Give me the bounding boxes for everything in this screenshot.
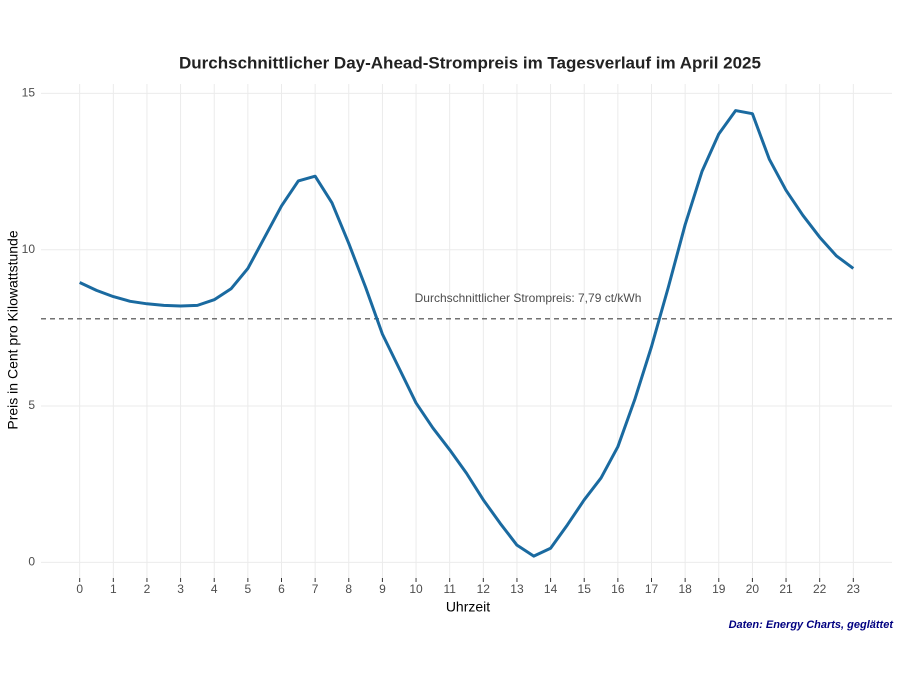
y-tick-label: 15 bbox=[22, 86, 36, 100]
x-tick-label: 7 bbox=[312, 582, 319, 596]
x-tick-label: 1 bbox=[110, 582, 117, 596]
x-tick-label: 23 bbox=[847, 582, 861, 596]
x-tick-label: 18 bbox=[678, 582, 692, 596]
y-tick-label: 0 bbox=[28, 555, 35, 569]
reference-label: Durchschnittlicher Strompreis: 7,79 ct/k… bbox=[415, 291, 642, 305]
x-tick-label: 9 bbox=[379, 582, 386, 596]
x-tick-label: 6 bbox=[278, 582, 285, 596]
x-tick-label: 19 bbox=[712, 582, 726, 596]
x-tick-label: 4 bbox=[211, 582, 218, 596]
y-axis-label: Preis in Cent pro Kilowattstunde bbox=[5, 230, 21, 429]
y-tick-label: 10 bbox=[22, 242, 36, 256]
x-tick-label: 11 bbox=[443, 582, 456, 596]
x-tick-label: 2 bbox=[144, 582, 151, 596]
x-tick-label: 12 bbox=[477, 582, 491, 596]
x-tick-label: 0 bbox=[76, 582, 83, 596]
x-tick-label: 20 bbox=[746, 582, 760, 596]
x-tick-label: 5 bbox=[245, 582, 252, 596]
x-tick-label: 15 bbox=[578, 582, 592, 596]
x-tick-label: 16 bbox=[611, 582, 625, 596]
x-tick-label: 21 bbox=[779, 582, 793, 596]
x-tick-label: 3 bbox=[177, 582, 184, 596]
x-axis-label: Uhrzeit bbox=[446, 599, 490, 615]
x-tick-label: 8 bbox=[345, 582, 352, 596]
x-tick-label: 10 bbox=[409, 582, 423, 596]
x-tick-label: 17 bbox=[645, 582, 659, 596]
x-tick-label: 13 bbox=[510, 582, 524, 596]
chart-title: Durchschnittlicher Day-Ahead-Strompreis … bbox=[179, 53, 761, 72]
line-series bbox=[79, 109, 855, 558]
caption: Daten: Energy Charts, geglättet bbox=[729, 619, 895, 631]
y-tick-label: 5 bbox=[28, 398, 35, 412]
x-tick-label: 14 bbox=[544, 582, 558, 596]
x-tick-label: 22 bbox=[813, 582, 827, 596]
